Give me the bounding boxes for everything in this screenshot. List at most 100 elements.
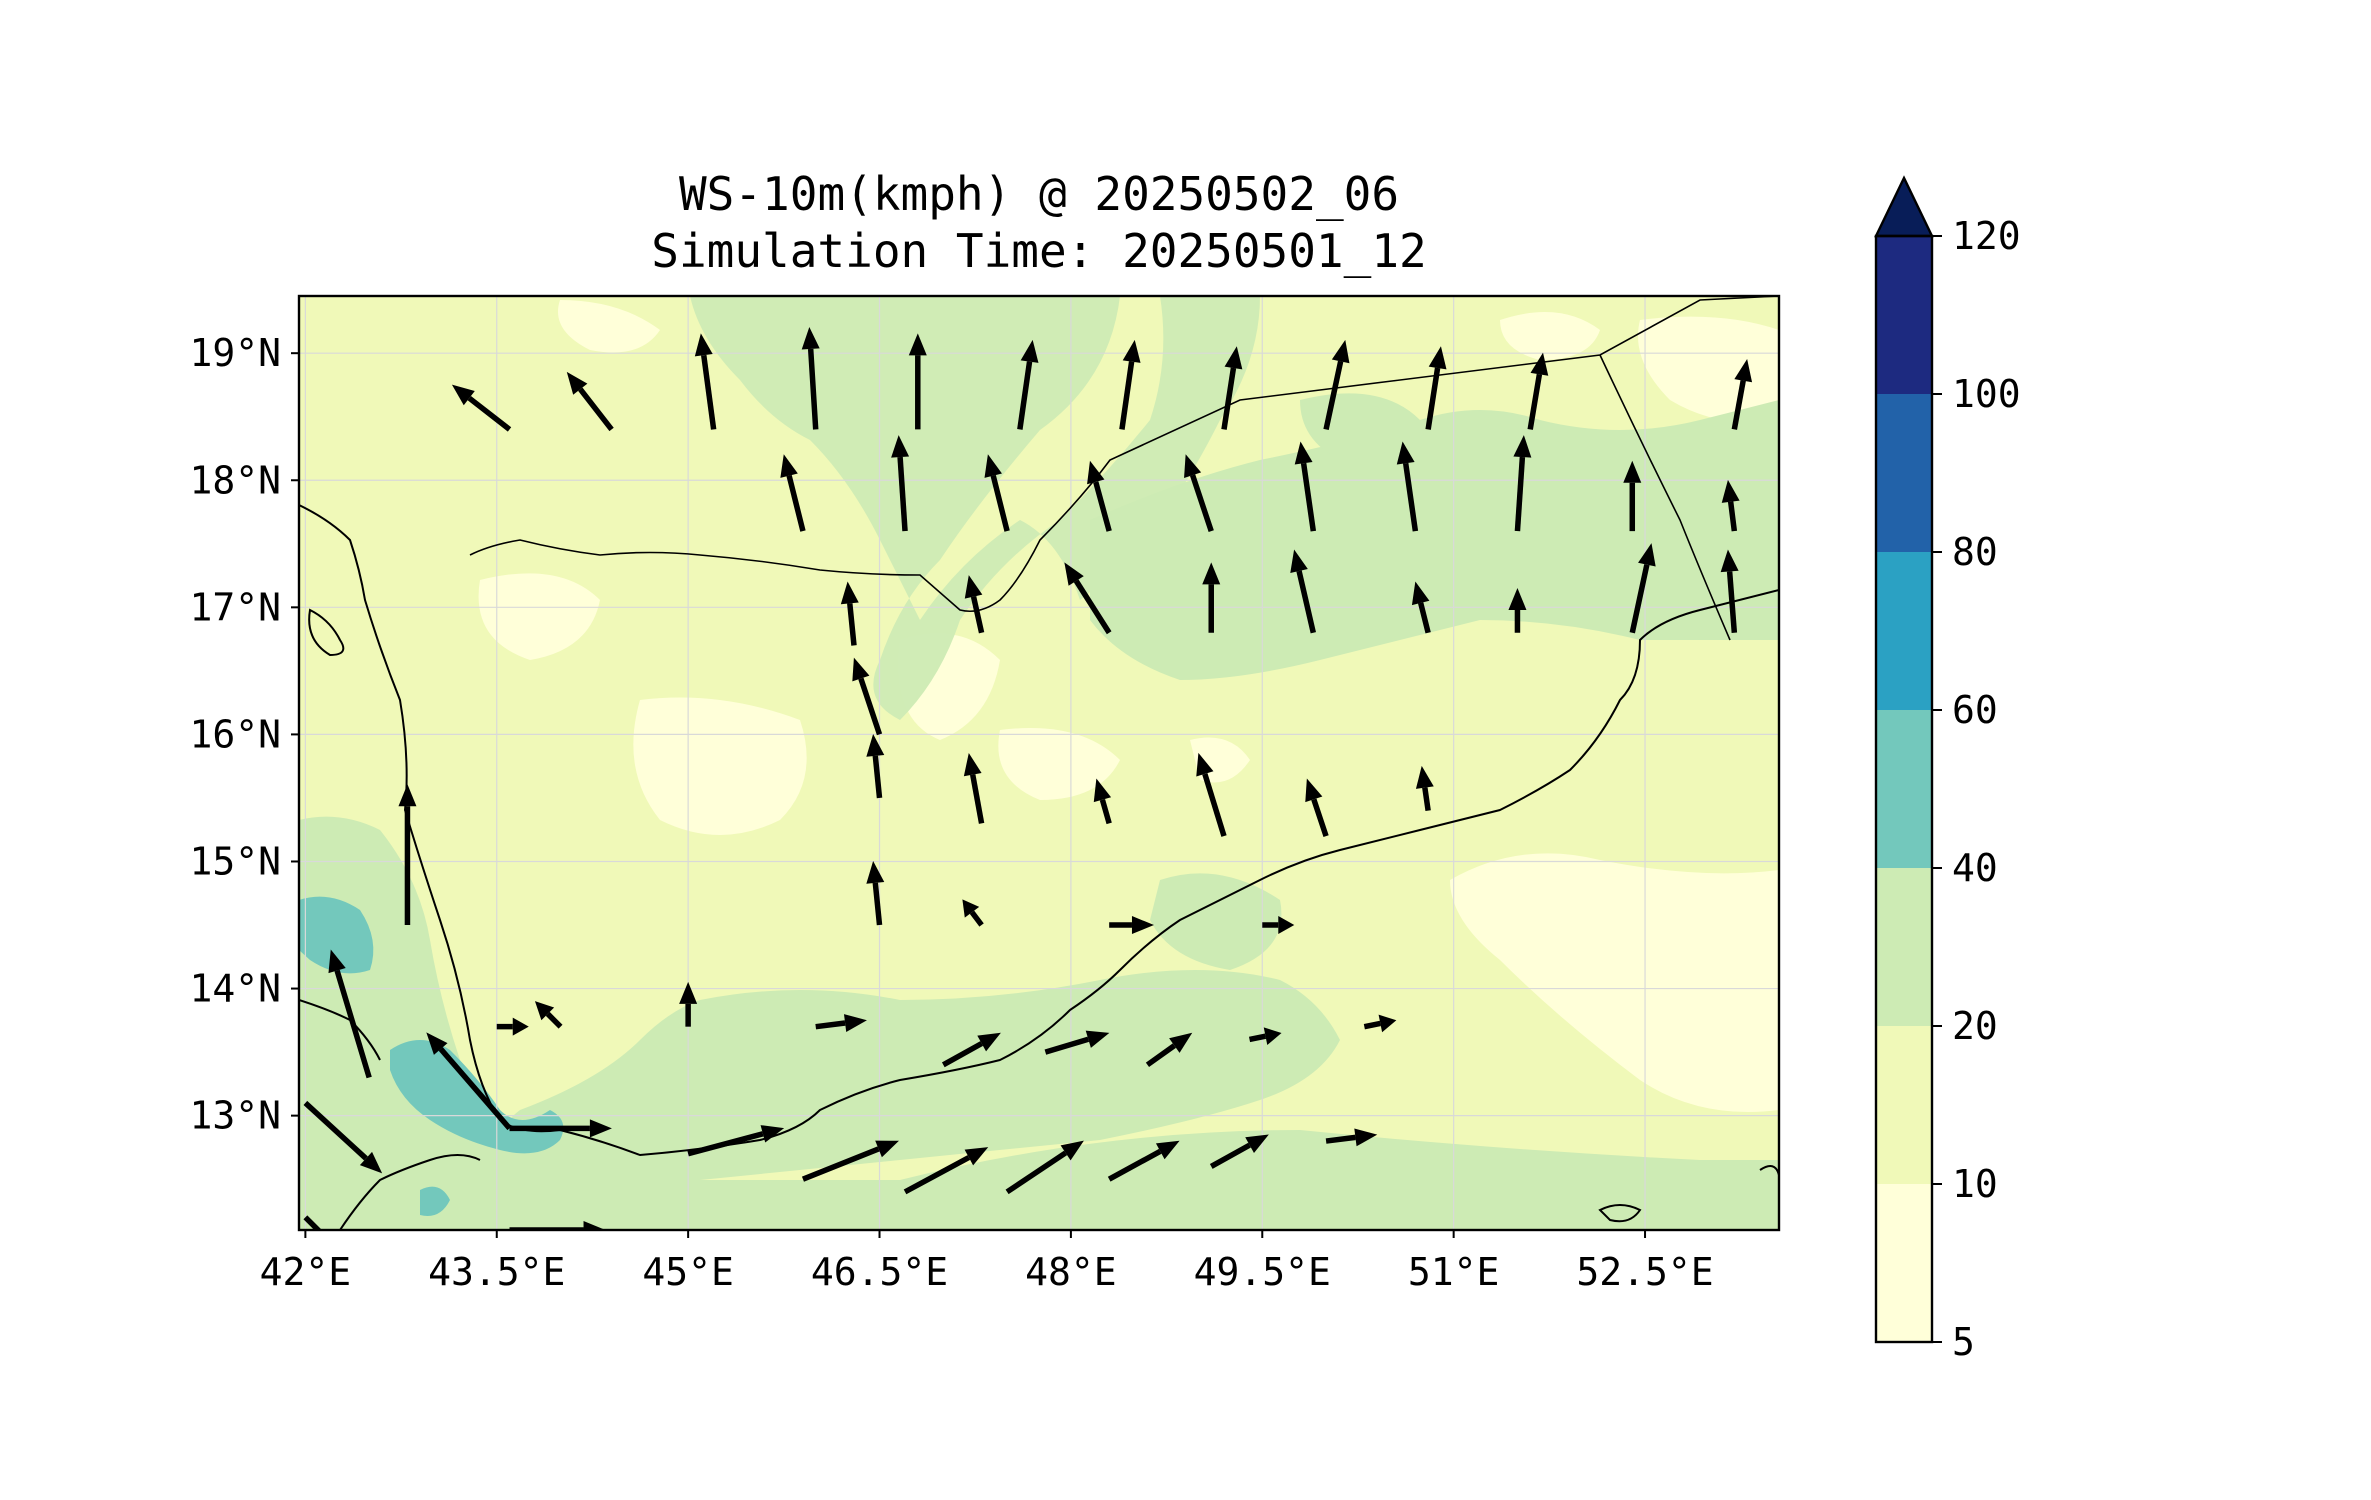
strong-wind-patches [299, 896, 564, 1216]
wind-arrow-63 [566, 371, 614, 432]
wind-arrow-5 [509, 1119, 612, 1138]
colorbar-swatch-5 [1876, 394, 1932, 552]
wind-arrow-12 [1209, 1134, 1269, 1169]
y-tick-label: 17°N [189, 585, 281, 629]
figure-title-line1: WS-10m(kmph) @ 20250502_06 [679, 167, 1399, 221]
wind-arrow-8 [801, 1140, 899, 1182]
wind-arrow-60 [1425, 346, 1447, 430]
wind-arrow-17 [1248, 1027, 1282, 1046]
wind-arrow-61 [1527, 352, 1549, 430]
wind-arrow-56 [1017, 339, 1039, 430]
wind-arrow-52 [1721, 479, 1740, 532]
y-tick-label: 13°N [189, 1094, 281, 1138]
wind-arrow-29 [1093, 778, 1112, 825]
x-axis: 42°E 43.5°E 45°E 46.5°E 48°E 49.5°E 51°E 52.5°E [260, 1230, 1714, 1294]
colorbar-swatch-0 [1876, 1184, 1932, 1342]
wind-arrow-37 [1202, 562, 1221, 633]
colorbar: 5 10 20 40 60 80 100 120 [1874, 175, 2021, 1364]
map-frame [297, 294, 1781, 1232]
colorbar-swatch-1 [1876, 1026, 1932, 1184]
wind-arrow-44 [891, 435, 910, 532]
wind-arrow-9 [903, 1147, 989, 1195]
wind-arrow-36 [1064, 562, 1112, 635]
colorbar-frame [1874, 234, 1934, 1344]
colorbar-extend-arrow [1874, 175, 1934, 238]
country-borders [469, 296, 1779, 641]
wind-arrow-32 [1415, 765, 1434, 812]
y-tick-label: 16°N [189, 712, 281, 756]
colorbar-label: 10 [1952, 1162, 1998, 1206]
x-tick-label: 48°E [1025, 1250, 1117, 1294]
x-tick-label: 43.5°E [428, 1250, 565, 1294]
wind-arrow-13 [1325, 1128, 1378, 1147]
wind-arrow-41 [1629, 543, 1656, 634]
coastlines [299, 504, 1779, 1230]
wind-vectors [303, 327, 1753, 1230]
wind-arrow-24 [962, 899, 984, 927]
map-gridlines [299, 296, 1779, 1230]
wind-arrow-30 [1196, 752, 1227, 837]
wind-arrow-40 [1508, 587, 1527, 633]
wind-arrow-19 [815, 1014, 867, 1032]
wind-arrow-16 [1145, 1032, 1193, 1068]
y-tick-label: 18°N [189, 458, 281, 502]
colorbar-label: 120 [1952, 214, 2021, 258]
wind-arrow-31 [1305, 778, 1329, 837]
wind-arrow-25 [1109, 916, 1154, 935]
wind-arrow-45 [984, 454, 1010, 532]
wind-arrow-26 [1262, 916, 1295, 935]
wind-arrow-35 [964, 575, 985, 634]
wind-arrow-39 [1411, 581, 1431, 634]
wind-arrow-33 [852, 657, 883, 736]
wind-arrow-27 [866, 733, 885, 799]
wind-arrow-14 [941, 1032, 1001, 1068]
wind-arrow-7 [687, 1125, 785, 1157]
wind-arrow-34 [840, 581, 859, 646]
wind-arrow-10 [1005, 1140, 1084, 1195]
wind-arrow-23 [866, 861, 885, 926]
x-tick-label: 46.5°E [811, 1250, 948, 1294]
wind-arrow-18 [1363, 1014, 1397, 1033]
wind-arrow-4 [426, 1032, 512, 1131]
colorbar-label: 40 [1952, 846, 1998, 890]
colorbar-swatch-4 [1876, 552, 1932, 710]
wind-arrow-59 [1323, 339, 1350, 431]
wind-arrow-48 [1294, 441, 1317, 532]
y-tick-label: 14°N [189, 967, 281, 1011]
x-tick-label: 52.5°E [1576, 1250, 1713, 1294]
wind-arrow-3 [398, 784, 417, 926]
wind-arrow-50 [1513, 435, 1532, 532]
colorbar-swatch-3 [1876, 710, 1932, 868]
wind-arrow-62 [1731, 359, 1753, 430]
calm-patches [478, 300, 1779, 1112]
wind-arrow-11 [1107, 1140, 1180, 1182]
y-tick-label: 15°N [189, 839, 281, 883]
wind-arrow-15 [1044, 1030, 1110, 1055]
wind-arrow-51 [1623, 460, 1642, 532]
colorbar-swatch-2 [1876, 868, 1932, 1026]
wind-arrow-28 [963, 752, 985, 824]
colorbar-swatch-6 [1876, 236, 1932, 394]
y-tick-label: 19°N [189, 331, 281, 375]
wind-arrow-21 [534, 1001, 563, 1029]
x-tick-label: 51°E [1408, 1250, 1500, 1294]
wind-arrow-20 [679, 981, 698, 1027]
colorbar-label: 100 [1952, 372, 2021, 416]
wind-arrow-47 [1184, 454, 1214, 532]
wind-arrow-38 [1290, 549, 1316, 634]
wind-arrow-2 [328, 949, 372, 1079]
colorbar-label: 80 [1952, 530, 1998, 574]
wind-arrow-43 [780, 454, 806, 532]
wind-arrow-54 [801, 327, 820, 430]
wind-arrow-55 [908, 333, 927, 430]
wind-arrow-6 [509, 1221, 606, 1230]
colorbar-label: 5 [1952, 1320, 1975, 1364]
wind-arrow-64 [451, 384, 512, 432]
wind-arrow-42 [1720, 549, 1739, 633]
figure-title-line2: Simulation Time: 20250501_12 [651, 224, 1426, 278]
x-tick-label: 45°E [642, 1250, 734, 1294]
colorbar-label: 60 [1952, 688, 1998, 732]
wind-arrow-1 [303, 1100, 383, 1174]
wind-arrow-46 [1087, 460, 1112, 532]
